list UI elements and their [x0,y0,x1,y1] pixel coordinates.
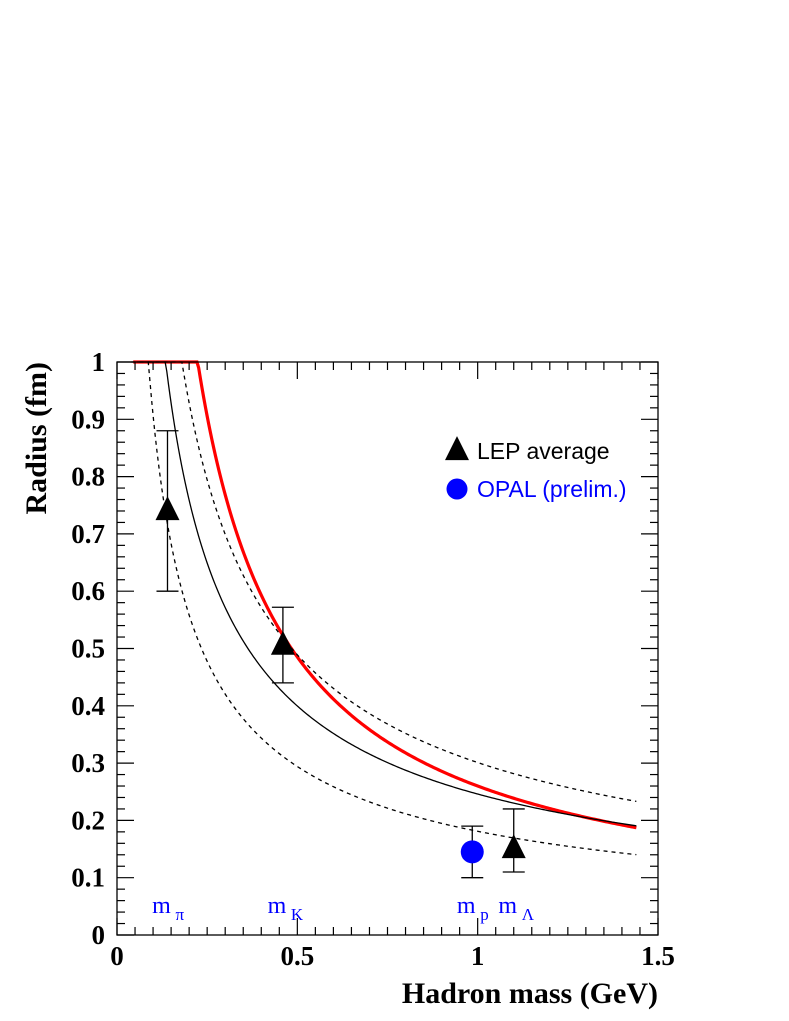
y-tick-label: 0.5 [71,634,105,664]
legend-label-lep: LEP average [477,438,610,464]
data-point-opal-0 [460,840,484,864]
y-tick-label: 0.4 [71,691,105,721]
mass-label-lambda: m [498,893,517,919]
red-curve [133,360,637,830]
data-point-lep-0 [155,496,180,521]
y-tick-label: 0.7 [71,519,105,549]
errorbars-layer [156,430,525,879]
y-axis-title: Radius (fm) [20,362,53,515]
x-axis-title: Hadron mass (GeV) [402,977,658,1010]
y-tick-label: 0.9 [71,404,105,434]
upper-dashed-curve [147,361,637,803]
curves-layer [131,360,637,856]
lower-dashed-curve [131,361,637,856]
x-tick-label: 1 [471,941,485,971]
legend: LEP average OPAL (prelim.) [445,436,627,502]
markers-layer [155,496,526,864]
y-tick-label: 0.8 [71,462,105,492]
data-point-lep-1 [270,630,295,655]
data-point-lep-2 [501,834,526,859]
mass-label-sub-p: p [480,905,489,924]
y-tick-label: 0 [92,920,106,950]
mass-label-k: m [268,893,287,919]
axes-layer: 0 0.5 1 1.5 0 0.1 0.2 0.3 0.4 0.5 0.6 0.7 0.8 0.9 1 [71,347,675,971]
black-curve [136,361,637,827]
mass-label-sub-lambda: Λ [522,905,535,924]
y-tick-label: 0.2 [71,805,105,835]
mass-label-sub-pi: π [175,905,184,924]
x-tick-label: 0.5 [280,941,314,971]
y-tick-label: 0.3 [71,748,105,778]
legend-marker-lep [445,436,469,461]
x-tick-label: 0 [110,941,124,971]
x-tick-label: 1.5 [641,941,675,971]
legend-marker-opal [446,478,468,500]
mass-label-p: m [457,893,476,919]
y-tick-label: 0.6 [71,576,105,606]
y-tick-label: 1 [92,347,106,377]
mass-label-pi: m [152,893,171,919]
y-tick-label: 0.1 [71,863,105,893]
legend-label-opal: OPAL (prelim.) [477,476,627,502]
mass-label-sub-k: K [291,905,304,924]
